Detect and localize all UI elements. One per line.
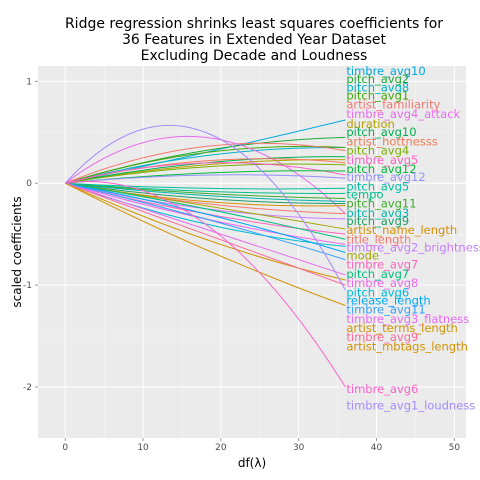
y-tick-label: 0 (26, 179, 32, 189)
coef-path-timbre-avg9 (65, 182, 346, 286)
feature-label-timbre-avg6: timbre_avg6 (346, 382, 418, 396)
y-tick-label: -2 (23, 383, 32, 393)
feature-label-pitch-avg6: pitch_avg6 (346, 285, 409, 299)
feature-label-tempo: tempo (346, 187, 383, 201)
coef-path-artist-mbtags-length (65, 182, 346, 306)
x-tick-label: 50 (449, 443, 461, 453)
coef-path-pitch-avg9 (65, 182, 346, 205)
feature-label-artist-terms-length: artist_terms_length (346, 321, 457, 335)
y-axis-title: scaled coefficients (10, 196, 24, 307)
feature-label-timbre-avg1-loudness: timbre_avg1_loudness (346, 398, 475, 412)
feature-label-timbre-avg12: timbre_avg12 (346, 170, 425, 184)
coef-path-pitch-avg8 (65, 146, 346, 184)
feature-label-timbre-avg2-brightness: timbre_avg2_brightness (346, 240, 480, 254)
feature-label-artist-hottnesss: artist_hottnesss (346, 134, 437, 148)
y-tick-label: 1 (26, 77, 32, 87)
x-axis-ticks: 0 10 20 30 40 50 (62, 438, 460, 453)
x-tick-label: 40 (371, 443, 383, 453)
feature-label-mode: mode (346, 249, 379, 263)
x-tick-label: 10 (137, 443, 149, 453)
chart-title-line-3: Excluding Decade and Loudness (141, 48, 368, 64)
plot-panel (38, 66, 466, 438)
y-tick-label: -1 (23, 281, 32, 291)
coef-path-timbre-avg6 (65, 181, 346, 388)
feature-label-artist-familiarity: artist_familiarity (346, 98, 440, 112)
coefficient-paths (64, 119, 346, 388)
feature-label-timbre-avg5: timbre_avg5 (346, 153, 418, 167)
feature-label-pitch-avg2: pitch_avg2 (346, 72, 409, 86)
feature-label-pitch-avg10: pitch_avg10 (346, 125, 416, 139)
feature-label-artist-name-length: artist_name_length (346, 223, 457, 237)
feature-label-timbre-avg7: timbre_avg7 (346, 258, 418, 272)
x-tick-label: 20 (215, 443, 227, 453)
feature-label-pitch-avg11: pitch_avg11 (346, 197, 416, 211)
y-axis-ticks: -2 -1 0 1 (23, 77, 38, 393)
feature-label-pitch-avg5: pitch_avg5 (346, 179, 409, 193)
feature-label-timbre-avg10: timbre_avg10 (346, 64, 425, 78)
feature-label-pitch-avg4: pitch_avg4 (346, 144, 409, 158)
minor-gridlines (38, 66, 466, 438)
coef-path-timbre-avg4-attack (64, 135, 346, 215)
coef-path-pitch-avg5 (65, 182, 346, 190)
feature-label-timbre-avg8: timbre_avg8 (346, 276, 418, 290)
coef-path-timbre-avg11 (65, 182, 346, 261)
feature-label-artist-mbtags-length: artist_mbtags_length (346, 339, 468, 353)
x-tick-label: 30 (293, 443, 305, 453)
feature-label-release-length: release_length (346, 293, 430, 307)
coef-path-pitch-avg4 (65, 163, 346, 184)
feature-label-pitch-avg8: pitch_avg8 (346, 80, 409, 94)
feature-label-title-length: title_length (346, 232, 411, 246)
x-axis-title: df(λ) (238, 456, 266, 470)
feature-label-timbre-avg4-attack: timbre_avg4_attack (346, 107, 460, 121)
chart-title-line-2: 36 Features in Extended Year Dataset (122, 32, 386, 48)
coef-path-pitch-avg1 (65, 145, 346, 184)
feature-label-timbre-avg11: timbre_avg11 (346, 303, 425, 317)
feature-label-duration: duration (346, 117, 394, 131)
coef-path-pitch-avg11 (65, 182, 346, 199)
feature-label-timbre-avg9: timbre_avg9 (346, 330, 418, 344)
feature-label-pitch-avg3: pitch_avg3 (346, 206, 409, 220)
feature-labels: timbre_avg10pitch_avg2pitch_avg8pitch_av… (346, 64, 480, 412)
chart-title-line-1: Ridge regression shrinks least squares c… (65, 16, 443, 32)
coef-path-timbre-avg12 (65, 174, 346, 184)
major-gridlines (38, 66, 466, 438)
coef-path-artist-terms-length (65, 182, 346, 281)
coef-path-pitch-avg3 (65, 182, 346, 203)
feature-label-pitch-avg9: pitch_avg9 (346, 214, 409, 228)
feature-label-pitch-avg7: pitch_avg7 (346, 267, 409, 281)
coef-path-release-length (65, 182, 346, 253)
x-tick-label: 0 (62, 443, 68, 453)
feature-label-pitch-avg12: pitch_avg12 (346, 162, 416, 176)
coef-path-timbre-avg5 (65, 162, 346, 184)
feature-label-timbre-avg3-flatness: timbre_avg3_flatness (346, 312, 469, 326)
coef-path-timbre-avg3-flatness (65, 182, 346, 276)
coef-path-timbre-avg1-loudness (64, 124, 346, 291)
coef-path-artist-familiarity (65, 142, 346, 184)
feature-label-pitch-avg1: pitch_avg1 (346, 89, 409, 103)
